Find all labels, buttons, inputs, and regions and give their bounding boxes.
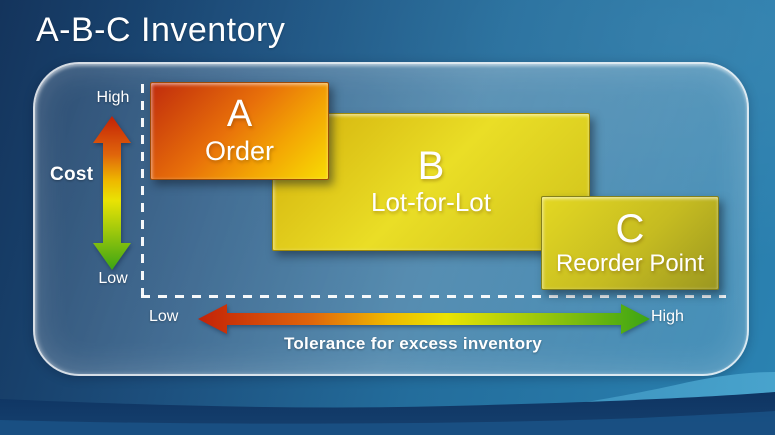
box-a-letter: A [226, 92, 253, 135]
bottom-wave-decoration [0, 372, 775, 435]
cost-axis-title: Cost [50, 164, 94, 185]
box-c-label: Reorder Point [555, 249, 705, 277]
box-b-letter: B [417, 144, 445, 189]
cost-axis-low-label: Low [98, 270, 128, 287]
cost-double-arrow-icon [93, 116, 131, 270]
box-c-letter: C [615, 206, 645, 251]
dashed-axis-horizontal [141, 295, 726, 298]
tolerance-double-arrow-icon [198, 304, 650, 334]
tolerance-axis-low-label: Low [149, 308, 179, 325]
box-b-label: Lot-for-Lot [371, 187, 491, 218]
box-c-reorder-point: C Reorder Point [541, 196, 719, 290]
cost-axis-high-label: High [96, 89, 130, 106]
tolerance-axis-title: Tolerance for excess inventory [283, 334, 543, 353]
box-a-label: Order [204, 135, 275, 166]
slide-title: A-B-C Inventory [36, 11, 286, 49]
dashed-axis-vertical [141, 84, 144, 296]
tolerance-axis-high-label: High [651, 308, 684, 325]
box-a-order: A Order [150, 82, 329, 180]
